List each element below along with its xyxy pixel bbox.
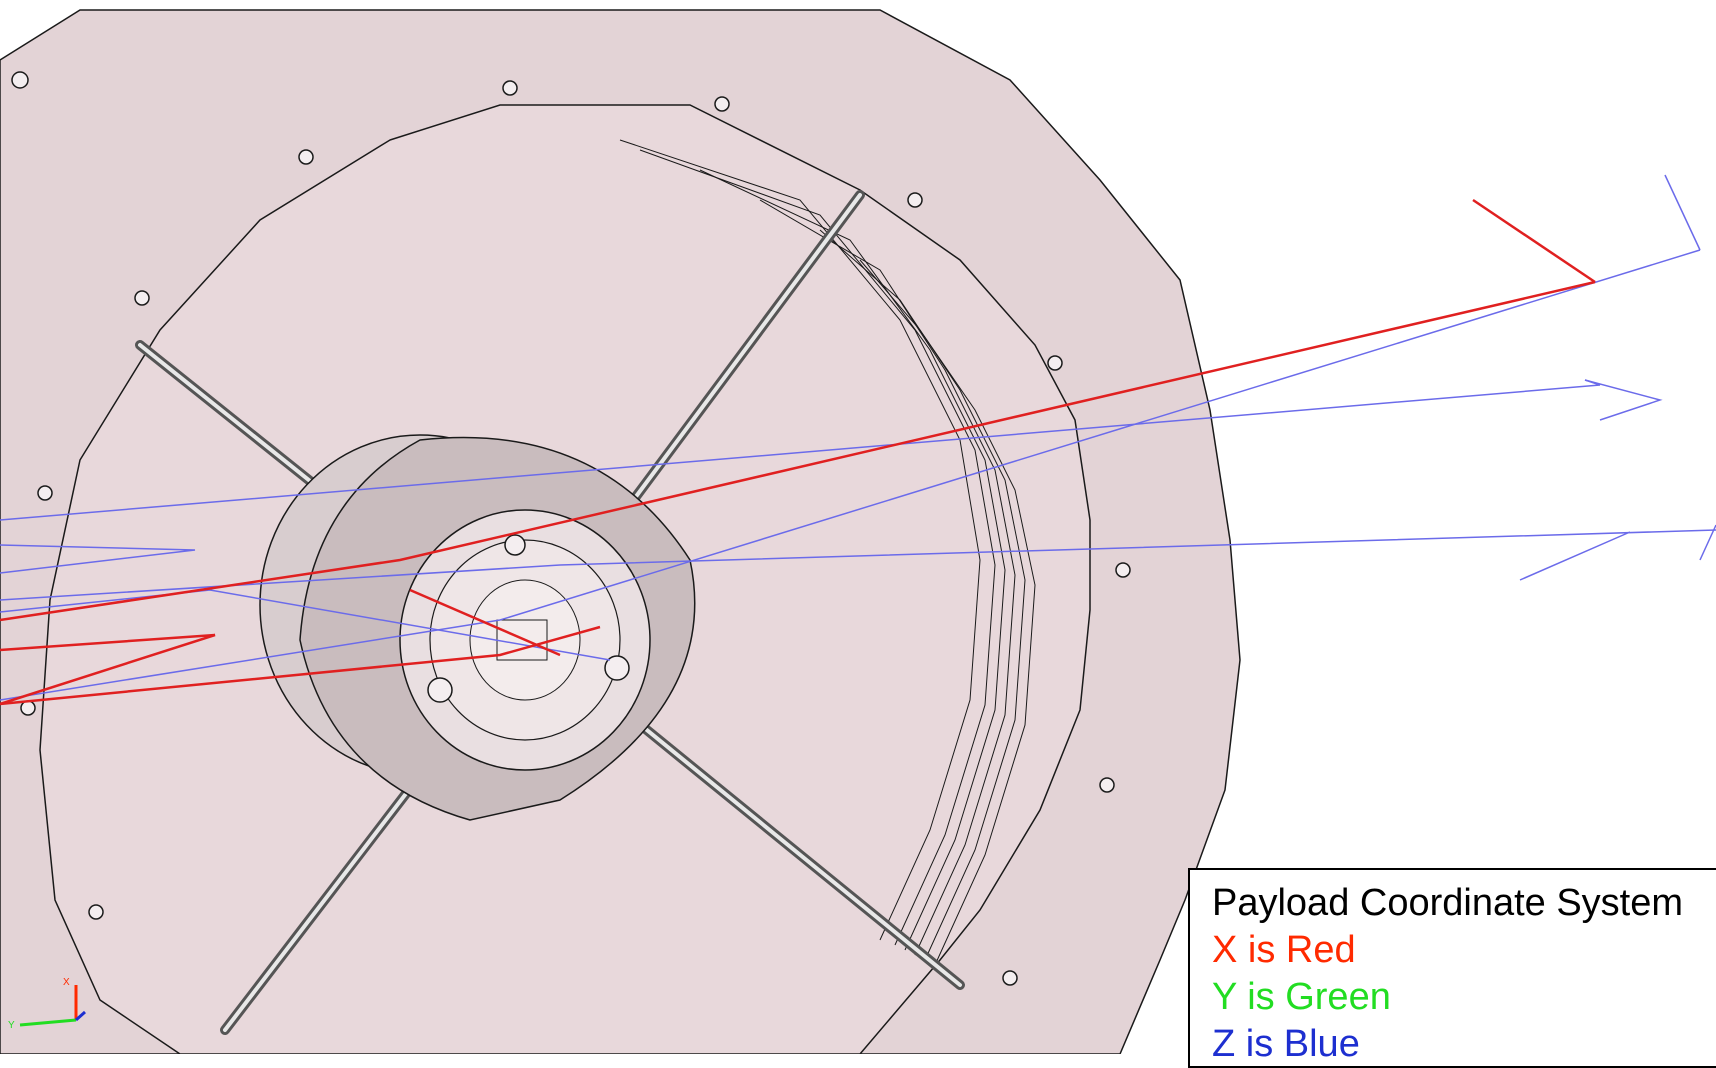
legend-title: Payload Coordinate System xyxy=(1212,882,1684,924)
legend-x-text: X is Red xyxy=(1212,929,1356,971)
axis-triad-icon: X Y xyxy=(8,977,86,1031)
central-hub xyxy=(259,434,696,821)
red-rays xyxy=(0,198,1596,706)
blue-rays xyxy=(0,174,1716,701)
bolt-holes xyxy=(11,71,1131,986)
triad-y-label: Y xyxy=(8,1020,15,1031)
legend-z-text: Z is Blue xyxy=(1212,1023,1360,1065)
coordinate-legend: Payload Coordinate System X is Red Y is … xyxy=(1188,868,1716,1068)
triad-x-label: X xyxy=(63,977,70,988)
legend-y-text: Y is Green xyxy=(1212,976,1391,1018)
